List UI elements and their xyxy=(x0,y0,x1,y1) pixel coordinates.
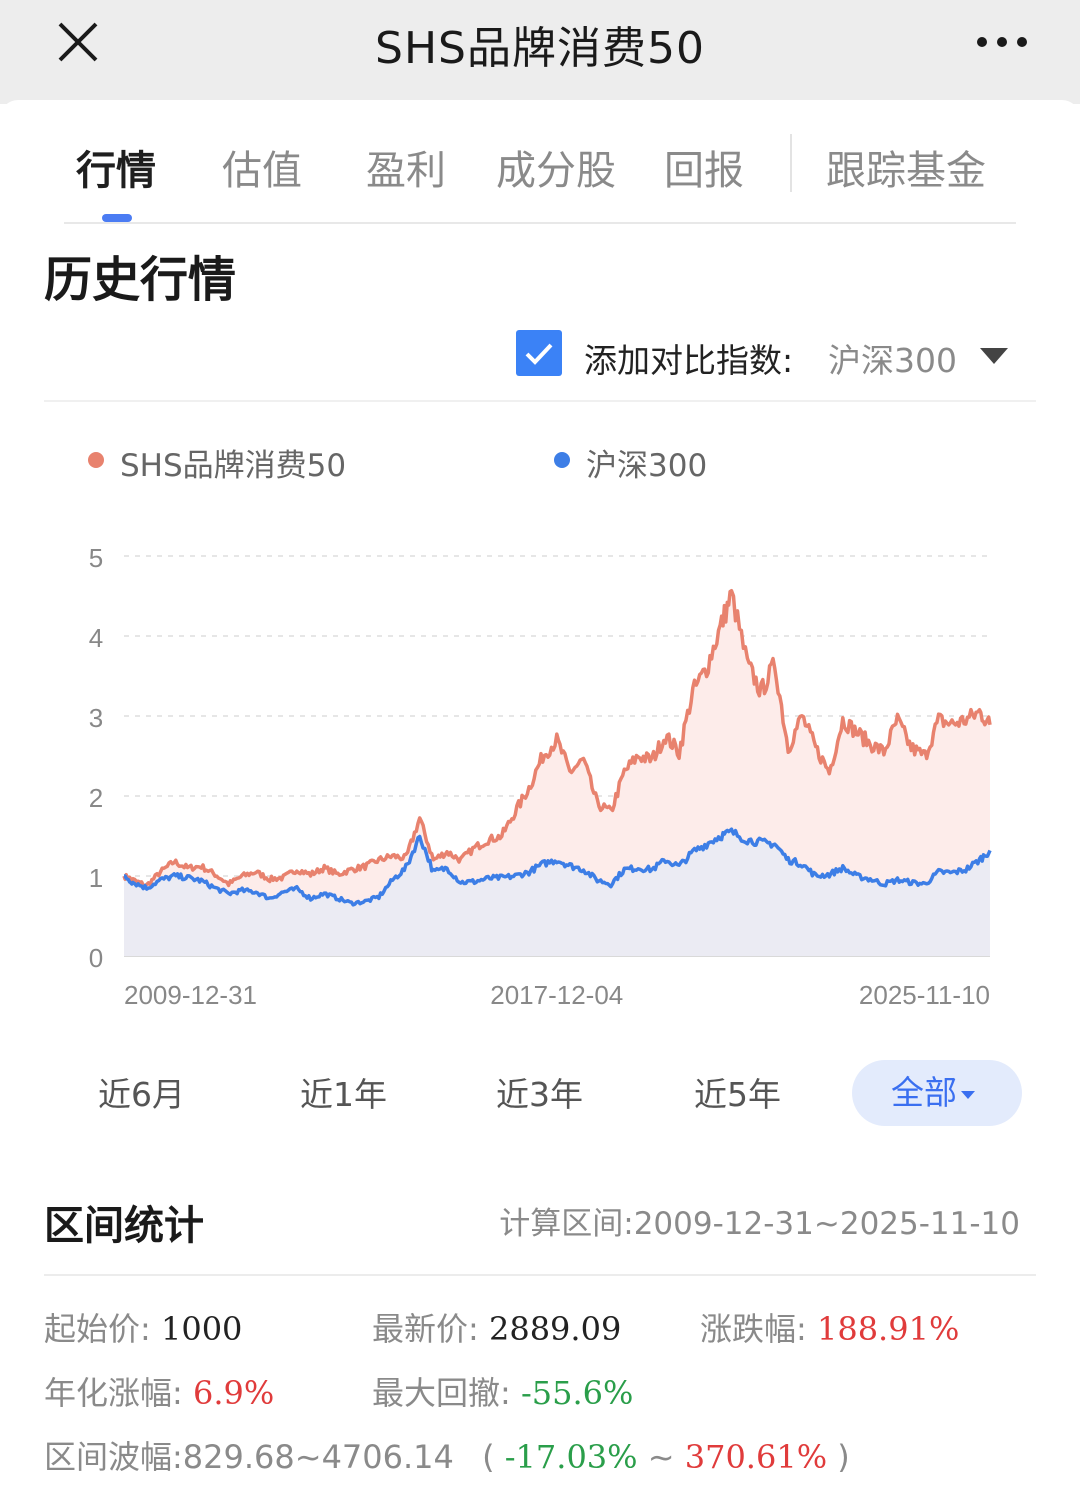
tab-divider xyxy=(790,134,792,192)
dropdown-arrow-icon[interactable] xyxy=(980,348,1008,364)
top-bar: SHS品牌消费50 xyxy=(0,0,1080,104)
price-chart[interactable]: 0 1 2 3 4 5 2009-12-31 2017-12-04 2025-11-10 xyxy=(0,520,1080,1040)
close-icon[interactable] xyxy=(52,16,104,68)
page-title: SHS品牌消费50 xyxy=(375,23,705,74)
divider xyxy=(44,400,1036,402)
band-tilde: ~ xyxy=(647,1438,675,1476)
section-title: 历史行情 xyxy=(44,252,237,308)
compare-label: 添加对比指数: xyxy=(584,341,794,380)
series-line xyxy=(123,827,992,907)
legend-label-compare: 沪深300 xyxy=(586,448,708,484)
tab-profit[interactable]: 盈利 xyxy=(366,148,446,194)
tab-constituents[interactable]: 成分股 xyxy=(496,148,616,194)
checkmark-icon xyxy=(525,343,553,365)
caret-down-icon xyxy=(961,1090,975,1099)
stats-period: 计算区间:2009-12-31~2025-11-10 xyxy=(499,1206,1020,1242)
divider xyxy=(44,1274,1036,1276)
stat-change-value: 188.91% xyxy=(816,1310,960,1348)
stat-band-high: 370.61% xyxy=(684,1438,828,1476)
stat-annual-label: 年化涨幅: xyxy=(44,1374,183,1412)
stat-change-label: 涨跌幅: xyxy=(700,1310,807,1348)
stat-drawdown-label: 最大回撤: xyxy=(372,1374,511,1412)
stat-band-label: 区间波幅:829.68~4706.14 xyxy=(44,1438,454,1476)
tab-tracking-funds[interactable]: 跟踪基金 xyxy=(826,148,986,194)
tab-returns[interactable]: 回报 xyxy=(664,148,744,194)
stat-start-value: 1000 xyxy=(160,1310,243,1348)
range-6m-button[interactable]: 近6月 xyxy=(98,1075,185,1114)
range-5y-button[interactable]: 近5年 xyxy=(694,1075,781,1114)
series-line xyxy=(122,588,992,888)
y-tick-label: 3 xyxy=(89,703,103,733)
range-all-button[interactable]: 全部 xyxy=(852,1060,1022,1126)
compare-checkbox[interactable] xyxy=(516,330,562,376)
compare-index-select[interactable]: 沪深300 xyxy=(828,341,957,380)
range-1y-button[interactable]: 近1年 xyxy=(300,1075,387,1114)
stat-annual: 年化涨幅: 6.9% xyxy=(44,1368,274,1414)
stat-annual-value: 6.9% xyxy=(192,1374,275,1412)
y-tick-label: 4 xyxy=(89,623,103,653)
range-selector: 近6月 近1年 近3年 近5年 全部 xyxy=(0,1060,1080,1130)
y-tick-label: 0 xyxy=(89,943,103,973)
content-card: 行情 估值 盈利 成分股 回报 跟踪基金 历史行情 添加对比指数: 沪深300 … xyxy=(0,100,1080,1490)
paren-close: ) xyxy=(837,1438,850,1476)
active-tab-indicator xyxy=(102,214,132,222)
stat-latest-value: 2889.09 xyxy=(488,1310,622,1348)
stat-start-label: 起始价: xyxy=(44,1310,151,1348)
more-options-icon[interactable] xyxy=(972,28,1032,56)
series-area xyxy=(124,829,990,956)
stat-band: 区间波幅:829.68~4706.14 ( -17.03% ~ 370.61% … xyxy=(44,1432,850,1478)
range-3y-button[interactable]: 近3年 xyxy=(496,1075,583,1114)
tab-bar: 行情 估值 盈利 成分股 回报 跟踪基金 xyxy=(64,100,1016,224)
stat-change: 涨跌幅: 188.91% xyxy=(700,1304,959,1350)
stat-band-low: -17.03% xyxy=(504,1438,638,1476)
legend-dot-compare xyxy=(554,452,570,468)
stat-latest-label: 最新价: xyxy=(372,1310,479,1348)
range-all-label: 全部 xyxy=(891,1073,957,1112)
x-tick-label: 2009-12-31 xyxy=(124,980,257,1010)
legend-label-main: SHS品牌消费50 xyxy=(120,448,347,484)
y-tick-label: 2 xyxy=(89,783,103,813)
y-tick-label: 1 xyxy=(89,863,103,893)
legend-dot-main xyxy=(88,452,104,468)
y-tick-label: 5 xyxy=(89,543,103,573)
stat-drawdown: 最大回撤: -55.6% xyxy=(372,1368,633,1414)
stat-latest: 最新价: 2889.09 xyxy=(372,1304,621,1350)
x-tick-label: 2025-11-10 xyxy=(859,980,990,1010)
x-tick-label: 2017-12-04 xyxy=(490,980,623,1010)
paren-open: ( xyxy=(482,1438,495,1476)
stat-start: 起始价: 1000 xyxy=(44,1304,242,1350)
tab-market[interactable]: 行情 xyxy=(76,148,156,194)
stat-drawdown-value: -55.6% xyxy=(520,1374,634,1412)
stats-title: 区间统计 xyxy=(44,1203,204,1249)
tab-valuation[interactable]: 估值 xyxy=(222,148,302,194)
compare-index-row: 添加对比指数: 沪深300 xyxy=(516,330,1016,380)
